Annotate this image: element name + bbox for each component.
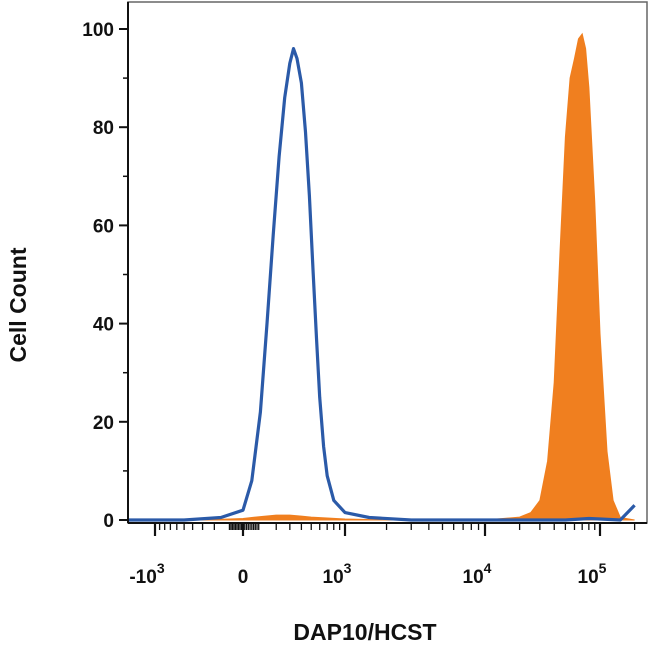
series-layer [129, 32, 636, 522]
x-tick-label: 103 [323, 560, 352, 588]
series-0-filled-histogram [129, 32, 635, 521]
y-tick-label: 20 [93, 413, 114, 434]
y-tick-label: 100 [82, 20, 114, 41]
y-tick-label: 60 [93, 216, 114, 237]
x-axis-title: DAP10/HCST [293, 619, 436, 645]
y-tick-label: 40 [93, 315, 114, 336]
x-axis-ticks: -103 0 103 104 105 [129, 523, 636, 588]
series-1-line-histogram [129, 47, 636, 522]
x-tick-label: 0 [238, 567, 249, 588]
x-tick-label: -103 [129, 560, 164, 588]
x-tick-label: 105 [578, 560, 607, 588]
y-tick-label: 0 [103, 511, 114, 532]
y-axis-ticks: 0 20 40 60 80 100 [82, 20, 128, 532]
y-axis-title: Cell Count [5, 247, 31, 362]
y-tick-label: 80 [93, 118, 114, 139]
x-tick-label: 104 [463, 560, 492, 588]
